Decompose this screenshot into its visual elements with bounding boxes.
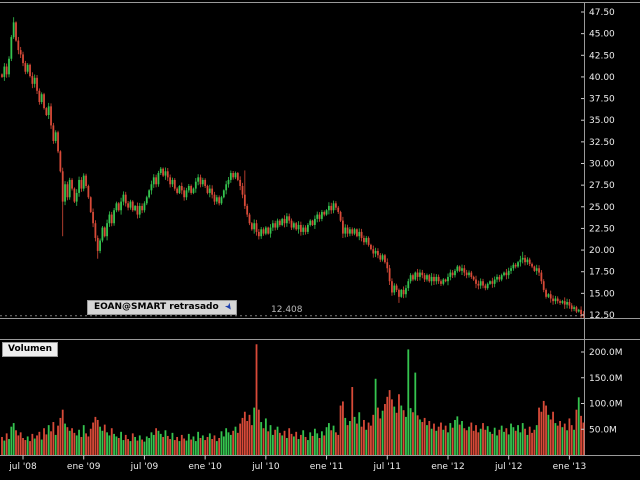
x-axis-label: ene '12 xyxy=(431,462,465,472)
price-axis-label: 37.50 xyxy=(589,95,615,105)
volume-bars-layer xyxy=(1,344,585,455)
x-axis-label: jul '10 xyxy=(251,462,280,472)
price-axis-label: 12.50 xyxy=(589,311,615,321)
price-axis-label: 15.00 xyxy=(589,289,615,299)
price-axis-label: 47.50 xyxy=(589,8,615,18)
price-axis-label: 27.50 xyxy=(589,181,615,191)
price-axis-label: 20.00 xyxy=(589,246,615,256)
price-axis-label: 17.50 xyxy=(589,268,615,278)
x-axis-label: ene '10 xyxy=(188,462,222,472)
price-axis-label: 45.00 xyxy=(589,30,615,40)
price-axis-label: 22.50 xyxy=(589,224,615,234)
x-axis-label: jul '09 xyxy=(130,462,159,472)
instrument-label-text: EOAN@SMART retrasado xyxy=(94,302,219,312)
volume-panel-title: Volumen xyxy=(2,342,59,357)
panel-borders xyxy=(0,2,640,456)
x-axis-label: ene '09 xyxy=(67,462,101,472)
x-axis-label: jul '08 xyxy=(8,462,37,472)
volume-axis-label: 200.0M xyxy=(589,348,623,358)
instrument-label[interactable]: EOAN@SMART retrasado ➤ xyxy=(87,300,238,315)
volume-axis-label: 100.0M xyxy=(589,400,623,410)
x-axis-label: ene '13 xyxy=(553,462,587,472)
x-axis-label: ene '11 xyxy=(310,462,344,472)
x-axis-label: jul '11 xyxy=(373,462,402,472)
price-axis-label: 30.00 xyxy=(589,159,615,169)
axes-layer: 47.50 45.00 42.50 40.00 37.50 35.00 32.50 30.00… xyxy=(8,8,622,472)
last-price-label: 12.408 xyxy=(271,305,303,315)
price-axis-label: 25.00 xyxy=(589,203,615,213)
price-axis-label: 42.50 xyxy=(589,51,615,61)
price-axis-label: 32.50 xyxy=(589,138,615,148)
price-axis-label: 40.00 xyxy=(589,73,615,83)
candles-layer xyxy=(1,17,585,319)
x-axis-label: jul '12 xyxy=(494,462,523,472)
drag-cursor-icon: ➤ xyxy=(221,301,235,314)
volume-axis-label: 50.0M xyxy=(589,425,617,435)
price-axis-label: 35.00 xyxy=(589,116,615,126)
volume-axis-label: 150.0M xyxy=(589,374,623,384)
